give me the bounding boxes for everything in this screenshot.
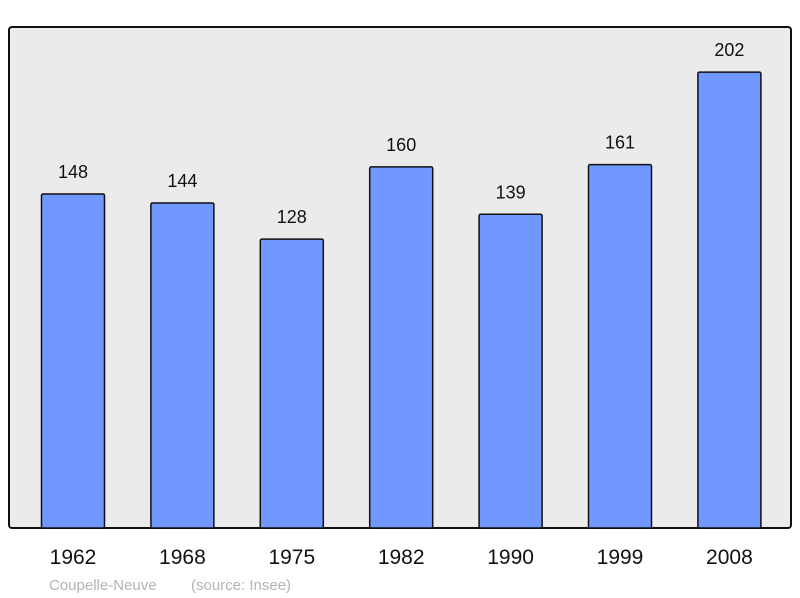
footer-place: Coupelle-Neuve bbox=[49, 577, 157, 594]
x-tick-label-1968: 1968 bbox=[159, 546, 206, 569]
x-tick-label-1975: 1975 bbox=[268, 546, 315, 569]
x-tick-label-1962: 1962 bbox=[50, 546, 97, 569]
data-label-1975: 128 bbox=[277, 207, 307, 227]
bar-1975 bbox=[259, 238, 325, 529]
footer-source: (source: Insee) bbox=[191, 577, 291, 594]
x-tick-label-1990: 1990 bbox=[487, 546, 534, 569]
data-label-2008: 202 bbox=[714, 40, 744, 60]
data-label-1990: 139 bbox=[496, 182, 526, 202]
bar-1999 bbox=[587, 163, 653, 529]
data-label-1982: 160 bbox=[386, 135, 416, 155]
data-label-1962: 148 bbox=[58, 162, 88, 182]
x-tick-label-2008: 2008 bbox=[706, 546, 753, 569]
data-label-1968: 144 bbox=[167, 171, 197, 191]
bar-1982 bbox=[368, 166, 434, 529]
bar-1968 bbox=[150, 202, 215, 529]
x-tick-label-1999: 1999 bbox=[597, 546, 644, 569]
x-tick-label-1982: 1982 bbox=[378, 546, 425, 569]
bar-1990 bbox=[478, 213, 543, 529]
bar-2008 bbox=[697, 71, 762, 529]
data-label-1999: 161 bbox=[605, 133, 635, 153]
bar-1962 bbox=[40, 193, 106, 529]
